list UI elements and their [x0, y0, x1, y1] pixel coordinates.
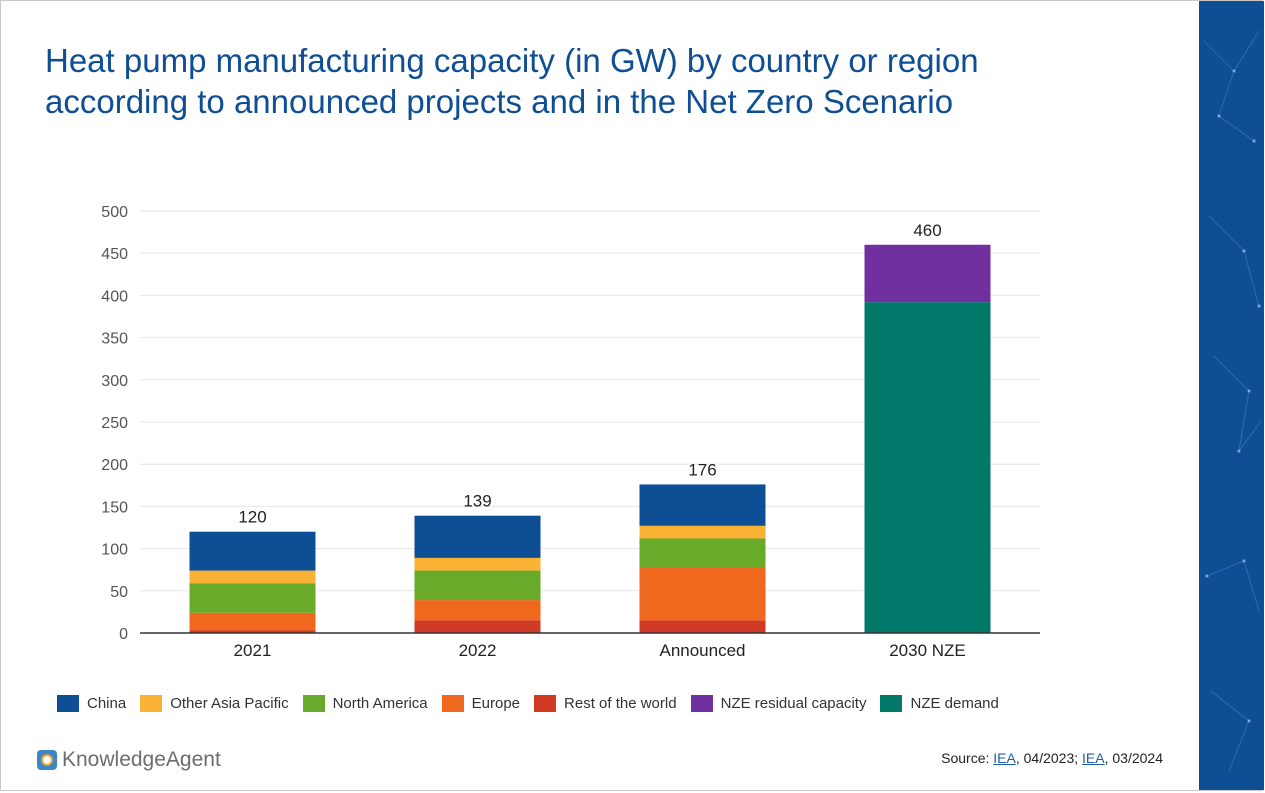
bar-china-announced: [639, 484, 766, 526]
legend-item: Other Asia Pacific: [140, 694, 289, 712]
bar-north-america-2021: [189, 583, 316, 613]
source-date-1: , 04/2023;: [1015, 750, 1083, 766]
legend-item: Rest of the world: [534, 694, 677, 712]
bar-other-asia-pacific-announced: [639, 525, 766, 539]
bar-rest-of-the-world-2021: [189, 630, 316, 633]
x-tick-label: 2021: [234, 641, 272, 660]
legend-label: NZE demand: [910, 694, 999, 712]
bar-rest-of-the-world-announced: [639, 620, 766, 633]
legend-swatch: [880, 694, 903, 712]
source-link-iea-1[interactable]: IEA: [993, 750, 1016, 766]
legend-label: Rest of the world: [564, 694, 677, 712]
legend-swatch: [140, 694, 163, 712]
source-date-2: , 03/2024: [1104, 750, 1163, 766]
bar-europe-2021: [189, 612, 316, 631]
bar-china-2022: [414, 515, 541, 558]
legend-swatch: [302, 694, 325, 712]
y-tick-label: 50: [110, 584, 128, 601]
chart-title-line-1: Heat pump manufacturing capacity (in GW)…: [45, 42, 979, 79]
bar-north-america-2022: [414, 570, 541, 601]
total-data-label: 176: [688, 460, 716, 479]
bar-other-asia-pacific-2021: [189, 570, 316, 584]
x-tick-label: Announced: [659, 641, 745, 660]
bar-nze-residual-capacity-2030-nze: [864, 244, 991, 303]
bar-europe-announced: [639, 568, 766, 621]
legend-item: North America: [302, 694, 428, 712]
y-tick-label: 100: [101, 542, 128, 559]
network-pattern-icon: [1203, 30, 1262, 772]
bar-rest-of-the-world-2022: [414, 620, 541, 633]
y-tick-label: 300: [101, 373, 128, 390]
legend-label: China: [87, 694, 127, 712]
bar-china-2021: [189, 531, 316, 571]
legend-item: NZE residual capacity: [690, 694, 867, 712]
chart-legend: China Other Asia Pacific North America Euro…: [57, 693, 1013, 713]
source-prefix: Source:: [941, 750, 994, 766]
legend-label: Europe: [471, 694, 521, 712]
legend-label: North America: [332, 694, 428, 712]
x-tick-label: 2030 NZE: [889, 641, 966, 660]
brand-name: KnowledgeAgent: [62, 748, 221, 771]
legend-swatch: [534, 694, 557, 712]
x-tick-label: 2022: [459, 641, 497, 660]
chart-title-line-2: according to announced projects and in t…: [45, 83, 954, 120]
legend-swatch: [57, 694, 79, 712]
legend-item: Europe: [441, 694, 521, 712]
y-tick-label: 150: [101, 499, 128, 516]
knowledgeagent-logo-icon: [37, 750, 57, 770]
y-tick-label: 250: [101, 415, 128, 432]
total-data-label: 460: [913, 221, 941, 240]
y-tick-label: 500: [101, 204, 128, 221]
y-tick-label: 400: [101, 288, 128, 305]
bar-nze-demand-2030-nze: [864, 302, 991, 633]
legend-label: Other Asia Pacific: [170, 694, 289, 712]
bar-north-america-announced: [639, 538, 766, 569]
y-tick-label: 0: [119, 626, 128, 643]
total-data-label: 120: [238, 508, 266, 527]
legend-label: NZE residual capacity: [720, 694, 867, 712]
legend-swatch: [690, 694, 713, 712]
bar-other-asia-pacific-2022: [414, 557, 541, 571]
bar-europe-2022: [414, 600, 541, 621]
y-tick-label: 200: [101, 457, 128, 474]
chart-title: Heat pump manufacturing capacity (in GW)…: [45, 40, 1165, 122]
legend-swatch: [441, 694, 464, 712]
source-note: Source: IEA, 04/2023; IEA, 03/2024: [941, 750, 1163, 766]
total-data-label: 139: [463, 492, 491, 511]
y-tick-label: 450: [101, 246, 128, 263]
legend-item: China: [57, 694, 127, 712]
decorative-side-panel: [1199, 1, 1264, 790]
y-tick-label: 350: [101, 331, 128, 348]
legend-item: NZE demand: [880, 694, 999, 712]
source-link-iea-2[interactable]: IEA: [1082, 750, 1105, 766]
brand-logo: KnowledgeAgent: [37, 748, 221, 772]
